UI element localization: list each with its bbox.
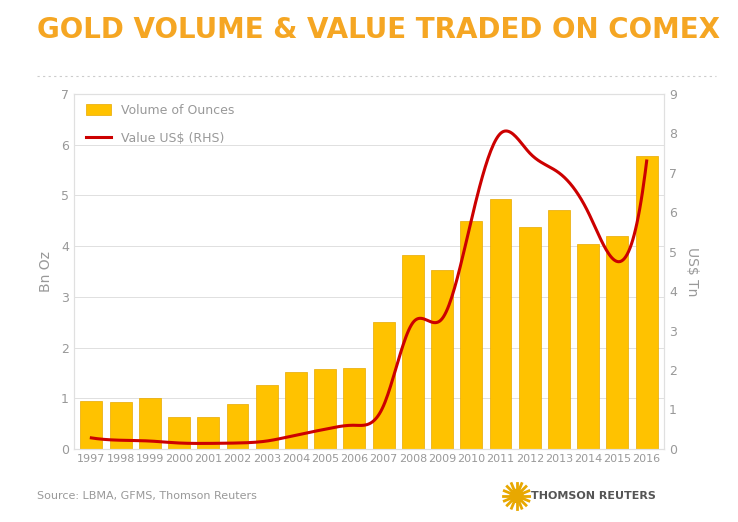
Bar [197, 417, 219, 449]
Bar [314, 369, 336, 449]
Bar [607, 236, 628, 449]
Bar [168, 417, 190, 449]
Text: GOLD VOLUME & VALUE TRADED ON COMEX: GOLD VOLUME & VALUE TRADED ON COMEX [37, 16, 720, 44]
Bar [227, 405, 249, 449]
Bar [285, 372, 307, 449]
Bar [577, 244, 599, 449]
Bar [431, 270, 453, 449]
Text: Source: LBMA, GFMS, Thomson Reuters: Source: LBMA, GFMS, Thomson Reuters [37, 491, 257, 501]
Circle shape [510, 490, 523, 502]
Bar [373, 322, 395, 449]
Bar [139, 398, 161, 449]
Bar [110, 402, 131, 449]
Bar [519, 227, 541, 449]
Bar [635, 156, 658, 449]
Legend: Volume of Ounces, Value US$ (RHS): Volume of Ounces, Value US$ (RHS) [86, 104, 235, 145]
Bar [343, 368, 365, 449]
Y-axis label: Bn Oz: Bn Oz [38, 251, 52, 292]
Bar [461, 221, 482, 449]
Bar [489, 199, 511, 449]
Bar [80, 401, 103, 449]
Bar [402, 255, 424, 449]
Text: THOMSON REUTERS: THOMSON REUTERS [531, 491, 656, 501]
Y-axis label: US$ Tn: US$ Tn [686, 247, 700, 296]
Bar [256, 385, 277, 449]
Bar [548, 209, 570, 449]
